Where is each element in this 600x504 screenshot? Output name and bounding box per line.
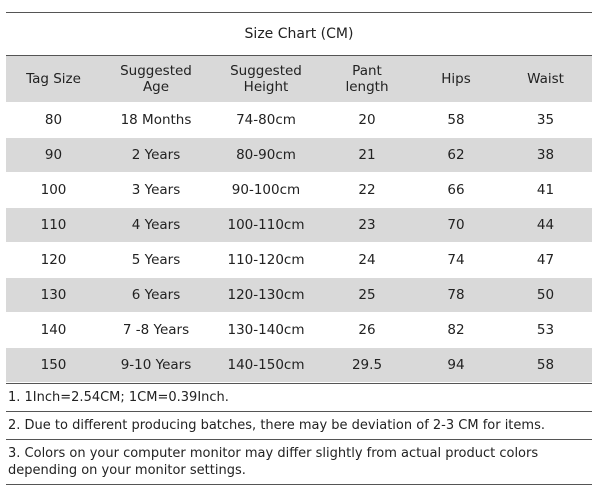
table-cell: 90-100cm xyxy=(211,172,321,208)
table-cell: 5 Years xyxy=(101,242,211,278)
table-cell: 150 xyxy=(6,347,101,383)
size-chart: Size Chart (CM) Tag Size Suggested Age Sug… xyxy=(6,12,592,485)
header-row: Tag Size Suggested Age Suggested Height Pan… xyxy=(6,56,592,103)
header-text: Waist xyxy=(527,71,564,87)
table-cell: 58 xyxy=(413,102,499,138)
table-cell: 74 xyxy=(413,242,499,278)
header-text: Suggested Age xyxy=(120,63,192,95)
table-cell: 50 xyxy=(499,277,592,313)
table-cell: 20 xyxy=(321,102,413,138)
table-cell: 26 xyxy=(321,312,413,348)
table-cell: 130-140cm xyxy=(211,312,321,348)
table-cell: 41 xyxy=(499,172,592,208)
table-row: 80 18 Months 74-80cm 20 58 35 xyxy=(6,102,592,138)
table-cell: 78 xyxy=(413,277,499,313)
chart-title: Size Chart (CM) xyxy=(6,13,592,56)
table-cell: 18 Months xyxy=(101,102,211,138)
notes: 1. 1Inch=2.54CM; 1CM=0.39Inch. 2. Due to … xyxy=(6,383,592,484)
note: 1. 1Inch=2.54CM; 1CM=0.39Inch. xyxy=(6,383,592,411)
table-row: 110 4 Years 100-110cm 23 70 44 xyxy=(6,207,592,243)
table-cell: 23 xyxy=(321,207,413,243)
table-cell: 80-90cm xyxy=(211,137,321,173)
table-cell: 53 xyxy=(499,312,592,348)
table-row: 120 5 Years 110-120cm 24 74 47 xyxy=(6,242,592,278)
table-cell: 7 -8 Years xyxy=(101,312,211,348)
table-cell: 22 xyxy=(321,172,413,208)
table-row: 140 7 -8 Years 130-140cm 26 82 53 xyxy=(6,312,592,348)
header-text: Tag Size xyxy=(26,71,81,87)
header-cell: Tag Size xyxy=(6,56,101,103)
table-cell: 130 xyxy=(6,277,101,313)
table-cell: 70 xyxy=(413,207,499,243)
table-cell: 9-10 Years xyxy=(101,347,211,383)
header-cell: Waist xyxy=(499,56,592,103)
header-text: Hips xyxy=(441,71,471,87)
header-cell: Pant length xyxy=(321,56,413,103)
table-cell: 47 xyxy=(499,242,592,278)
table-cell: 120-130cm xyxy=(211,277,321,313)
table-cell: 94 xyxy=(413,347,499,383)
table-row: 130 6 Years 120-130cm 25 78 50 xyxy=(6,277,592,313)
header-cell: Suggested Age xyxy=(101,56,211,103)
table-cell: 80 xyxy=(6,102,101,138)
size-table: Tag Size Suggested Age Suggested Height Pan… xyxy=(6,56,592,383)
table-cell: 29.5 xyxy=(321,347,413,383)
table-cell: 66 xyxy=(413,172,499,208)
table-cell: 6 Years xyxy=(101,277,211,313)
table-cell: 62 xyxy=(413,137,499,173)
header-cell: Suggested Height xyxy=(211,56,321,103)
table-row: 90 2 Years 80-90cm 21 62 38 xyxy=(6,137,592,173)
table-body: 80 18 Months 74-80cm 20 58 35 90 2 Years 80-90cm… xyxy=(6,102,592,383)
table-cell: 24 xyxy=(321,242,413,278)
table-cell: 58 xyxy=(499,347,592,383)
table-cell: 38 xyxy=(499,137,592,173)
table-cell: 44 xyxy=(499,207,592,243)
table-cell: 110-120cm xyxy=(211,242,321,278)
table-cell: 140-150cm xyxy=(211,347,321,383)
table-cell: 90 xyxy=(6,137,101,173)
table-cell: 100 xyxy=(6,172,101,208)
table-cell: 25 xyxy=(321,277,413,313)
table-cell: 2 Years xyxy=(101,137,211,173)
table-row: 100 3 Years 90-100cm 22 66 41 xyxy=(6,172,592,208)
table-cell: 82 xyxy=(413,312,499,348)
table-cell: 3 Years xyxy=(101,172,211,208)
header-cell: Hips xyxy=(413,56,499,103)
table-cell: 110 xyxy=(6,207,101,243)
header-text: Pant length xyxy=(345,63,389,95)
note: 2. Due to different producing batches, t… xyxy=(6,411,592,439)
table-cell: 35 xyxy=(499,102,592,138)
table-row: 150 9-10 Years 140-150cm 29.5 94 58 xyxy=(6,347,592,383)
table-cell: 4 Years xyxy=(101,207,211,243)
table-cell: 100-110cm xyxy=(211,207,321,243)
table-cell: 21 xyxy=(321,137,413,173)
table-cell: 120 xyxy=(6,242,101,278)
header-text: Suggested Height xyxy=(230,63,302,95)
table-cell: 140 xyxy=(6,312,101,348)
table-cell: 74-80cm xyxy=(211,102,321,138)
note: 3. Colors on your computer monitor may d… xyxy=(6,439,592,484)
